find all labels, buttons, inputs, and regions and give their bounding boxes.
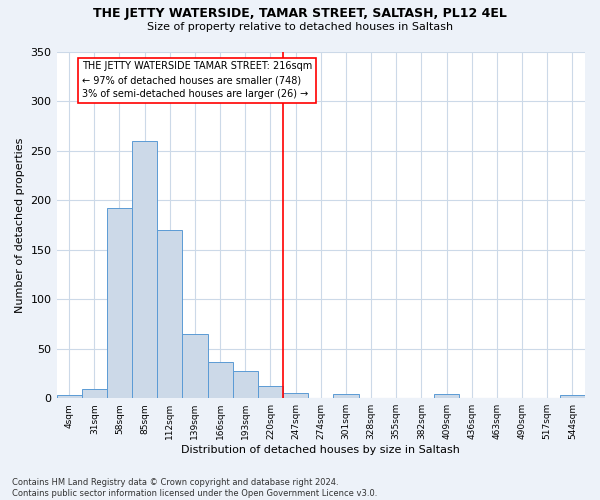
Bar [132,140,157,398]
Bar [157,230,182,398]
Bar [82,390,107,398]
Bar [283,394,308,398]
Text: THE JETTY WATERSIDE, TAMAR STREET, SALTASH, PL12 4EL: THE JETTY WATERSIDE, TAMAR STREET, SALTA… [93,8,507,20]
Bar [233,372,258,398]
Bar [208,362,233,398]
Text: Size of property relative to detached houses in Saltash: Size of property relative to detached ho… [147,22,453,32]
Bar [56,395,82,398]
Bar [107,208,132,398]
Text: THE JETTY WATERSIDE TAMAR STREET: 216sqm
← 97% of detached houses are smaller (7: THE JETTY WATERSIDE TAMAR STREET: 216sqm… [82,62,312,100]
Text: Contains HM Land Registry data © Crown copyright and database right 2024.
Contai: Contains HM Land Registry data © Crown c… [12,478,377,498]
Bar [182,334,208,398]
Bar [560,395,585,398]
Y-axis label: Number of detached properties: Number of detached properties [15,137,25,312]
Bar [334,394,359,398]
Bar [434,394,459,398]
Bar [258,386,283,398]
X-axis label: Distribution of detached houses by size in Saltash: Distribution of detached houses by size … [181,445,460,455]
